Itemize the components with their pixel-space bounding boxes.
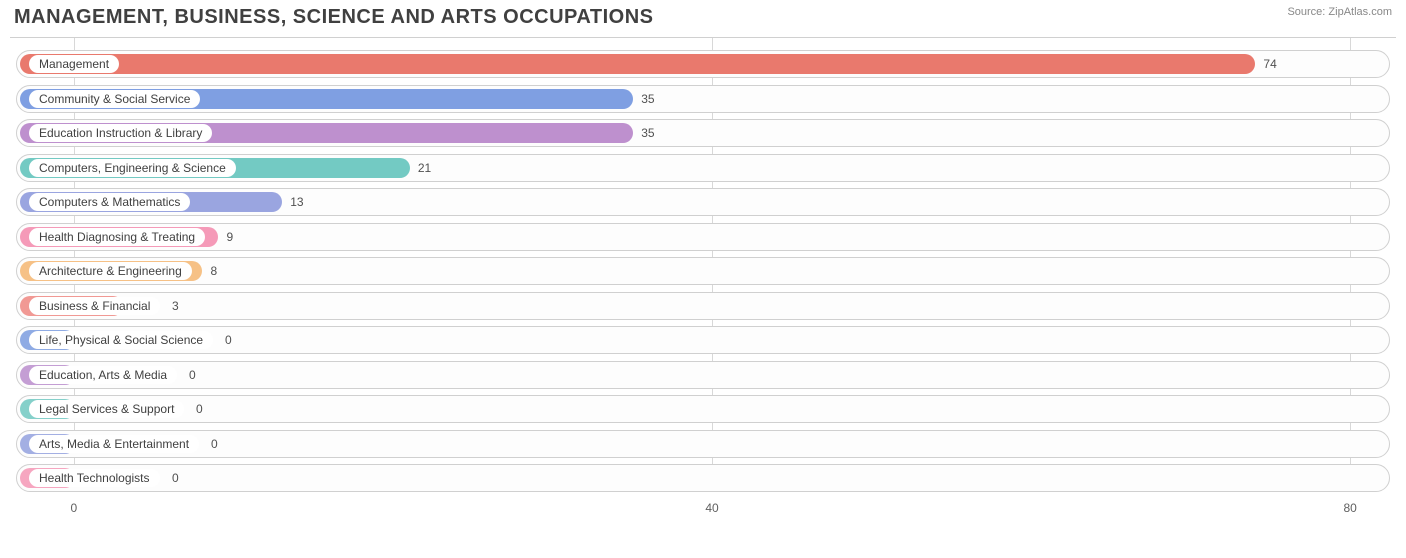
- source-site: ZipAtlas.com: [1328, 6, 1392, 18]
- bar-value: 9: [226, 230, 233, 244]
- bar-value: 0: [189, 368, 196, 382]
- bar-row: Health Technologists 0: [16, 464, 1390, 492]
- bar-row: Computers, Engineering & Science 21: [16, 154, 1390, 182]
- bar-row: Education, Arts & Media 0: [16, 361, 1390, 389]
- axis-tick: 40: [705, 501, 718, 515]
- bar-label: Computers & Mathematics: [29, 193, 190, 211]
- bar-row: Legal Services & Support 0: [16, 395, 1390, 423]
- chart-title: MANAGEMENT, BUSINESS, SCIENCE AND ARTS O…: [14, 6, 653, 29]
- bar-value: 35: [641, 92, 654, 106]
- bar-label: Management: [29, 55, 119, 73]
- chart-container: MANAGEMENT, BUSINESS, SCIENCE AND ARTS O…: [0, 0, 1406, 558]
- bar-label: Arts, Media & Entertainment: [29, 435, 199, 453]
- bar-value: 0: [172, 471, 179, 485]
- bar-fill: [20, 54, 1255, 74]
- bar-value: 0: [225, 333, 232, 347]
- bar-value: 13: [290, 195, 303, 209]
- bar-label: Community & Social Service: [29, 90, 200, 108]
- bar-value: 74: [1263, 57, 1276, 71]
- source-label: Source:: [1287, 6, 1325, 18]
- bar-label: Business & Financial: [29, 297, 160, 315]
- bar-row: Arts, Media & Entertainment 0: [16, 430, 1390, 458]
- bar-row: Computers & Mathematics 13: [16, 188, 1390, 216]
- axis-tick: 80: [1343, 501, 1356, 515]
- bar-list: Management 74 Community & Social Service 35…: [10, 50, 1396, 492]
- bar-label: Architecture & Engineering: [29, 262, 192, 280]
- bar-label: Health Technologists: [29, 469, 160, 487]
- bar-row: Community & Social Service 35: [16, 85, 1390, 113]
- bar-row: Health Diagnosing & Treating 9: [16, 223, 1390, 251]
- axis-tick: 0: [71, 501, 78, 515]
- bar-label: Legal Services & Support: [29, 400, 184, 418]
- bar-label: Education Instruction & Library: [29, 124, 212, 142]
- bar-row: Business & Financial 3: [16, 292, 1390, 320]
- bar-value: 0: [196, 402, 203, 416]
- bar-value: 3: [172, 299, 179, 313]
- x-axis: 0 40 80: [10, 499, 1396, 523]
- chart-plot-area: Management 74 Community & Social Service 35…: [10, 37, 1396, 517]
- bar-value: 35: [641, 126, 654, 140]
- bar-row: Architecture & Engineering 8: [16, 257, 1390, 285]
- bar-value: 0: [211, 437, 218, 451]
- bar-row: Life, Physical & Social Science 0: [16, 326, 1390, 354]
- bar-label: Education, Arts & Media: [29, 366, 177, 384]
- bar-label: Life, Physical & Social Science: [29, 331, 213, 349]
- chart-source: Source: ZipAtlas.com: [1287, 6, 1392, 18]
- bar-value: 21: [418, 161, 431, 175]
- bar-label: Computers, Engineering & Science: [29, 159, 236, 177]
- chart-header: MANAGEMENT, BUSINESS, SCIENCE AND ARTS O…: [10, 6, 1396, 29]
- bar-value: 8: [210, 264, 217, 278]
- bar-row: Education Instruction & Library 35: [16, 119, 1390, 147]
- bar-label: Health Diagnosing & Treating: [29, 228, 205, 246]
- bar-row: Management 74: [16, 50, 1390, 78]
